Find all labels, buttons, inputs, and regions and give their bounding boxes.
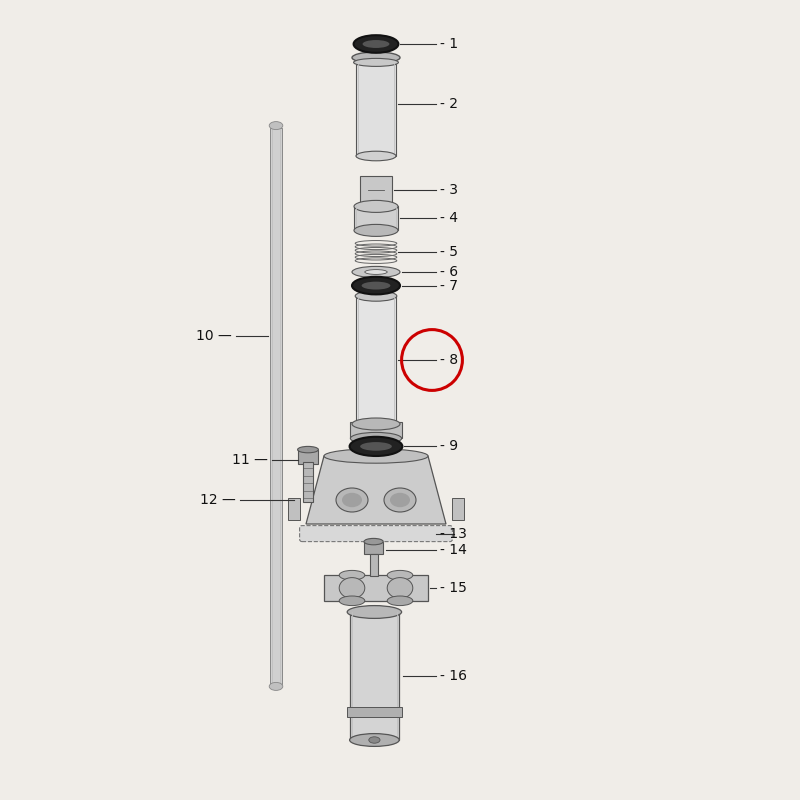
Ellipse shape xyxy=(354,200,398,212)
Text: - 7: - 7 xyxy=(440,278,458,293)
Ellipse shape xyxy=(355,291,397,302)
Text: - 13: - 13 xyxy=(440,526,467,541)
Ellipse shape xyxy=(298,446,318,453)
Text: - 3: - 3 xyxy=(440,183,458,198)
Text: - 9: - 9 xyxy=(440,439,458,454)
Ellipse shape xyxy=(342,493,362,507)
Ellipse shape xyxy=(269,122,283,130)
Text: - 5: - 5 xyxy=(440,245,458,259)
Ellipse shape xyxy=(390,493,410,507)
Ellipse shape xyxy=(352,418,400,430)
Text: - 16: - 16 xyxy=(440,669,467,683)
Ellipse shape xyxy=(347,606,402,618)
Text: - 14: - 14 xyxy=(440,542,467,557)
Text: 11 —: 11 — xyxy=(232,453,268,467)
Bar xyxy=(350,612,399,740)
Ellipse shape xyxy=(350,734,399,746)
Bar xyxy=(360,176,392,205)
Ellipse shape xyxy=(384,488,416,512)
Bar xyxy=(303,462,313,502)
Ellipse shape xyxy=(387,596,413,606)
Bar xyxy=(350,422,402,438)
Ellipse shape xyxy=(387,578,413,598)
Ellipse shape xyxy=(365,270,387,274)
Bar xyxy=(270,128,282,684)
Bar xyxy=(298,450,318,464)
Ellipse shape xyxy=(339,570,365,580)
Bar xyxy=(354,206,398,230)
Ellipse shape xyxy=(350,437,402,456)
Text: - 4: - 4 xyxy=(440,211,458,226)
Ellipse shape xyxy=(354,58,398,66)
Bar xyxy=(370,554,378,576)
Text: - 2: - 2 xyxy=(440,97,458,111)
Ellipse shape xyxy=(324,449,428,463)
Ellipse shape xyxy=(336,488,368,512)
Text: 10 —: 10 — xyxy=(196,329,232,343)
Ellipse shape xyxy=(339,596,365,606)
Ellipse shape xyxy=(352,266,400,278)
Ellipse shape xyxy=(364,538,383,545)
Bar xyxy=(451,498,464,520)
Ellipse shape xyxy=(352,277,400,294)
Bar xyxy=(356,296,396,424)
Text: - 15: - 15 xyxy=(440,581,467,595)
FancyBboxPatch shape xyxy=(299,526,452,542)
Ellipse shape xyxy=(269,682,283,690)
Polygon shape xyxy=(306,456,446,524)
Bar xyxy=(364,542,383,554)
Bar xyxy=(324,575,428,601)
Ellipse shape xyxy=(360,442,392,450)
Ellipse shape xyxy=(339,578,365,598)
Ellipse shape xyxy=(354,224,398,237)
Text: - 8: - 8 xyxy=(440,353,458,367)
Bar xyxy=(347,707,402,717)
Ellipse shape xyxy=(369,737,380,743)
Text: - 6: - 6 xyxy=(440,265,458,279)
Text: 12 —: 12 — xyxy=(200,493,236,507)
Ellipse shape xyxy=(362,282,390,290)
Ellipse shape xyxy=(352,52,400,63)
Ellipse shape xyxy=(362,40,390,48)
Bar xyxy=(288,498,301,520)
Bar xyxy=(356,64,396,156)
Ellipse shape xyxy=(350,432,402,445)
Ellipse shape xyxy=(356,151,396,161)
Ellipse shape xyxy=(354,35,398,53)
Ellipse shape xyxy=(387,570,413,580)
Text: - 1: - 1 xyxy=(440,37,458,51)
